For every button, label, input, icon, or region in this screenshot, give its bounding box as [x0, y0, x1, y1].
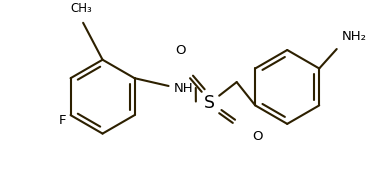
Text: NH₂: NH₂ [342, 30, 367, 43]
Text: O: O [175, 44, 186, 57]
Text: NH: NH [174, 82, 193, 95]
Text: O: O [252, 130, 263, 143]
Text: S: S [204, 94, 215, 112]
Text: F: F [59, 115, 67, 127]
Text: CH₃: CH₃ [70, 2, 92, 15]
